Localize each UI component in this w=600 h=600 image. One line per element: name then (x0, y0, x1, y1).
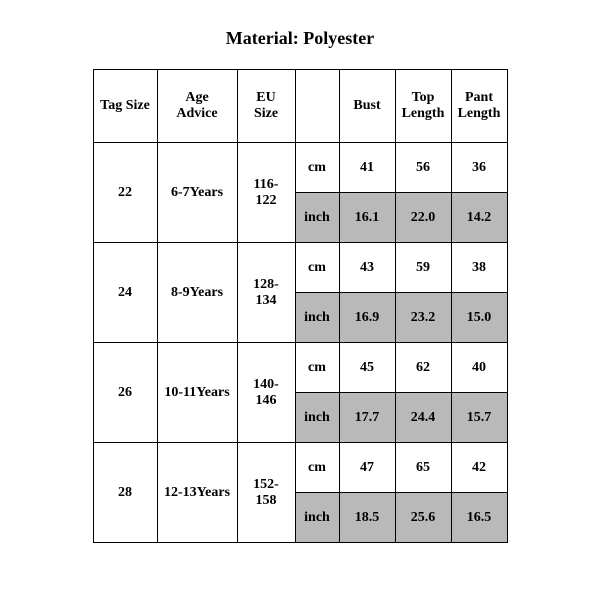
cell-tag-size: 22 (93, 143, 157, 243)
cell-age-advice: 8-9Years (157, 243, 237, 343)
table-row: 28 12-13Years 152-158 cm 47 65 42 (93, 443, 507, 493)
cell-pant-length-inch: 15.0 (451, 293, 507, 343)
cell-top-length-inch: 23.2 (395, 293, 451, 343)
cell-bust-inch: 18.5 (339, 493, 395, 543)
table-row: 22 6-7Years 116-122 cm 41 56 36 (93, 143, 507, 193)
cell-pant-length-cm: 36 (451, 143, 507, 193)
cell-pant-length-inch: 14.2 (451, 193, 507, 243)
col-tag-size: Tag Size (93, 70, 157, 143)
cell-eu-size: 116-122 (237, 143, 295, 243)
cell-pant-length-inch: 15.7 (451, 393, 507, 443)
cell-unit-cm: cm (295, 243, 339, 293)
cell-top-length-inch: 22.0 (395, 193, 451, 243)
cell-unit-cm: cm (295, 343, 339, 393)
col-top-length: Top Length (395, 70, 451, 143)
col-bust: Bust (339, 70, 395, 143)
table-body: 22 6-7Years 116-122 cm 41 56 36 inch 16.… (93, 143, 507, 543)
col-age-advice: Age Advice (157, 70, 237, 143)
cell-bust-cm: 43 (339, 243, 395, 293)
cell-bust-inch: 16.9 (339, 293, 395, 343)
cell-pant-length-cm: 40 (451, 343, 507, 393)
cell-top-length-cm: 62 (395, 343, 451, 393)
cell-unit-inch: inch (295, 493, 339, 543)
cell-bust-inch: 16.1 (339, 193, 395, 243)
cell-pant-length-cm: 42 (451, 443, 507, 493)
cell-bust-inch: 17.7 (339, 393, 395, 443)
cell-age-advice: 10-11Years (157, 343, 237, 443)
page-title: Material: Polyester (0, 0, 600, 69)
cell-eu-size: 128-134 (237, 243, 295, 343)
cell-bust-cm: 41 (339, 143, 395, 193)
cell-unit-inch: inch (295, 193, 339, 243)
cell-age-advice: 12-13Years (157, 443, 237, 543)
cell-top-length-inch: 24.4 (395, 393, 451, 443)
cell-eu-size: 140-146 (237, 343, 295, 443)
header-row: Tag Size Age Advice EU Size Bust Top Len… (93, 70, 507, 143)
cell-top-length-cm: 59 (395, 243, 451, 293)
cell-unit-cm: cm (295, 143, 339, 193)
col-pant-length: Pant Length (451, 70, 507, 143)
cell-unit-inch: inch (295, 293, 339, 343)
cell-top-length-cm: 56 (395, 143, 451, 193)
col-eu-size: EU Size (237, 70, 295, 143)
cell-tag-size: 28 (93, 443, 157, 543)
cell-unit-cm: cm (295, 443, 339, 493)
cell-age-advice: 6-7Years (157, 143, 237, 243)
cell-top-length-inch: 25.6 (395, 493, 451, 543)
size-chart-table: Tag Size Age Advice EU Size Bust Top Len… (93, 69, 508, 543)
cell-pant-length-inch: 16.5 (451, 493, 507, 543)
table-row: 26 10-11Years 140-146 cm 45 62 40 (93, 343, 507, 393)
cell-tag-size: 26 (93, 343, 157, 443)
col-unit (295, 70, 339, 143)
cell-bust-cm: 45 (339, 343, 395, 393)
cell-eu-size: 152-158 (237, 443, 295, 543)
cell-top-length-cm: 65 (395, 443, 451, 493)
cell-unit-inch: inch (295, 393, 339, 443)
cell-bust-cm: 47 (339, 443, 395, 493)
table-row: 24 8-9Years 128-134 cm 43 59 38 (93, 243, 507, 293)
cell-pant-length-cm: 38 (451, 243, 507, 293)
cell-tag-size: 24 (93, 243, 157, 343)
